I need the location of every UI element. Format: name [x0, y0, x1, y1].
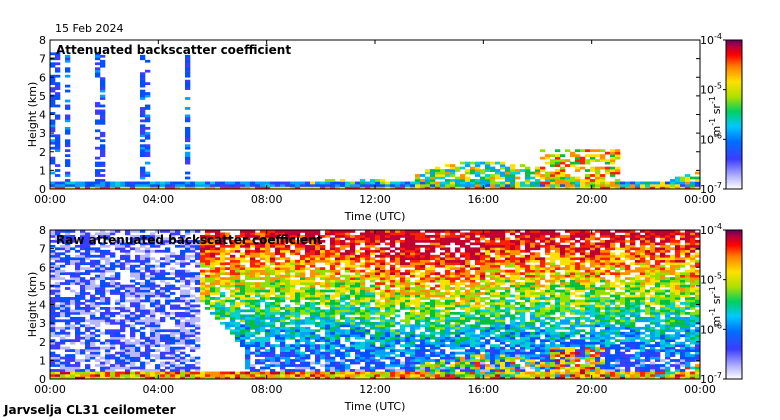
date-label: 15 Feb 2024 — [55, 22, 123, 35]
colorbar: 10-4 10-5 10-6 10-7 m-1 sr-1 — [700, 32, 743, 196]
colorbar-tick-label: 10-4 — [700, 222, 722, 237]
x-tick-label: 20:00 — [576, 383, 608, 396]
x-tick-label: 16:00 — [467, 193, 499, 206]
panel-title: Raw attenuated backscatter coefficient — [56, 233, 323, 247]
colorbar-unit-label: m-1 sr-1 — [708, 286, 723, 326]
x-tick-label: 00:00 — [684, 383, 716, 396]
y-axis-label: Height (km) — [26, 82, 39, 148]
x-tick-label: 04:00 — [142, 193, 174, 206]
panel-title: Attenuated backscatter coefficient — [56, 43, 291, 57]
colorbar: 10-4 10-5 10-6 10-7 m-1 sr-1 — [700, 222, 743, 386]
colorbar-unit-label: m-1 sr-1 — [708, 96, 723, 136]
x-tick-label: 00:00 — [684, 193, 716, 206]
y-tick-label: 6 — [39, 71, 46, 84]
y-tick-label: 7 — [39, 243, 46, 256]
y-tick-label: 7 — [39, 53, 46, 66]
x-tick-label: 12:00 — [359, 383, 391, 396]
y-tick-label: 0 — [39, 373, 46, 386]
y-tick-label: 3 — [39, 127, 46, 140]
y-tick-label: 5 — [39, 90, 46, 103]
y-tick-label: 6 — [39, 261, 46, 274]
y-tick-label: 8 — [39, 224, 46, 237]
y-tick-label: 1 — [39, 164, 46, 177]
colorbar-tick-label: 10-7 — [700, 371, 722, 386]
colorbar-scale — [725, 39, 743, 190]
instrument-label: Jarvselja CL31 ceilometer — [3, 403, 176, 417]
panel-2: 00:00 04:00 08:00 12:00 16:00 20:00 00:0001234… — [26, 222, 743, 413]
y-tick-label: 4 — [39, 109, 46, 122]
y-tick-label: 5 — [39, 280, 46, 293]
x-tick-label: 08:00 — [251, 383, 283, 396]
backscatter-heatmap — [50, 230, 701, 380]
colorbar-tick-label: 10-4 — [700, 32, 722, 47]
y-tick-label: 1 — [39, 354, 46, 367]
x-tick-label: 20:00 — [576, 193, 608, 206]
y-axis-label: Height (km) — [26, 272, 39, 338]
x-tick-label: 16:00 — [467, 383, 499, 396]
colorbar-tick-label: 10-6 — [700, 321, 722, 336]
x-tick-label: 08:00 — [251, 193, 283, 206]
x-tick-label: 04:00 — [142, 383, 174, 396]
y-tick-label: 3 — [39, 317, 46, 330]
colorbar-tick-label: 10-7 — [700, 181, 722, 196]
x-tick-label: 12:00 — [359, 193, 391, 206]
colorbar-tick-label: 10-5 — [700, 82, 722, 97]
y-tick-label: 4 — [39, 299, 46, 312]
backscatter-heatmap — [50, 52, 701, 190]
colorbar-tick-label: 10-6 — [700, 131, 722, 146]
y-tick-label: 2 — [39, 146, 46, 159]
colorbar-tick-label: 10-5 — [700, 272, 722, 287]
plot-area — [50, 40, 700, 189]
y-tick-label: 0 — [39, 183, 46, 196]
colorbar-scale — [725, 229, 743, 380]
x-tick-label: 00:00 — [34, 383, 66, 396]
x-tick-label: 00:00 — [34, 193, 66, 206]
x-axis-label: Time (UTC) — [344, 210, 406, 223]
x-axis-label: Time (UTC) — [344, 400, 406, 413]
panel-1: 00:00 04:00 08:00 12:00 16:00 20:00 00:0001234… — [26, 32, 743, 223]
y-tick-label: 2 — [39, 336, 46, 349]
y-tick-label: 8 — [39, 34, 46, 47]
